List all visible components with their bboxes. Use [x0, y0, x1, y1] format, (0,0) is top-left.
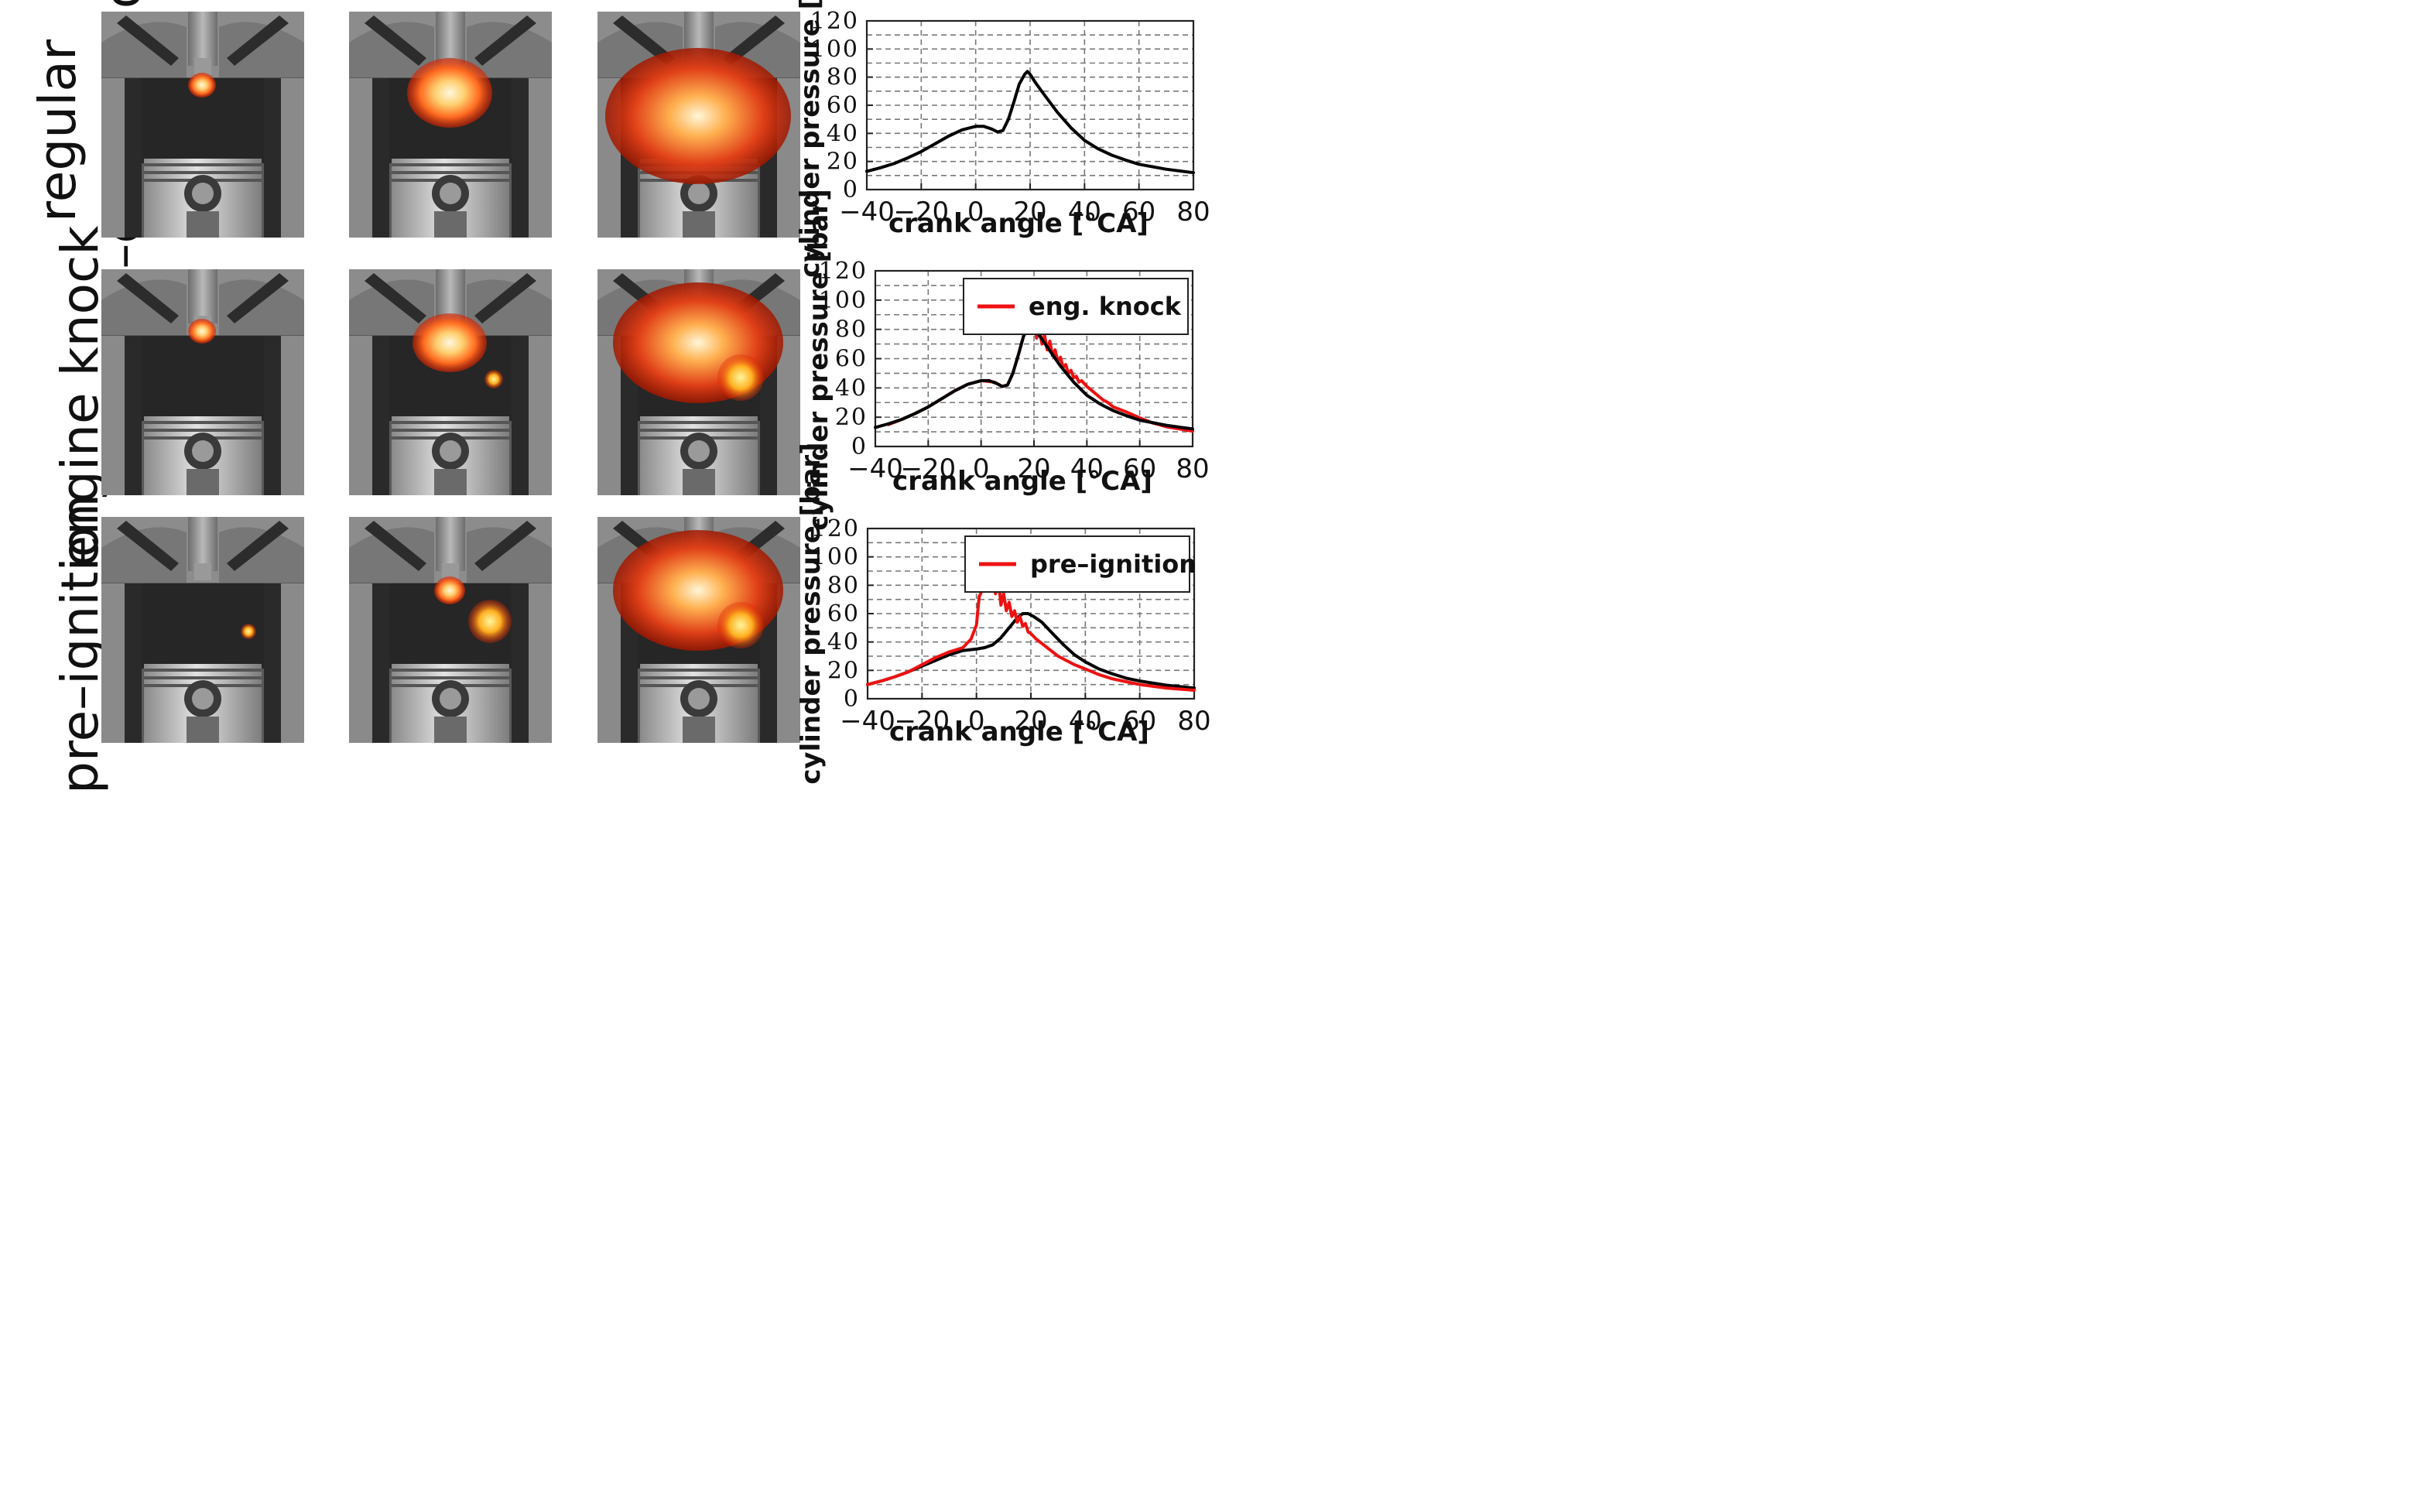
pressure-chart-preignition: −40 −20 0 20 40 60 80 0 20 40 60 80 100 120 crank angl… [796, 443, 2417, 784]
y-tick-label: 60 [827, 92, 859, 119]
engine-cutaway-panel [349, 517, 552, 743]
engine-cutaway-panel [101, 12, 304, 238]
y-tick-label: 20 [827, 149, 859, 176]
y-tick-label: 0 [843, 176, 859, 204]
y-tick-label: 120 [819, 258, 868, 285]
y-tick-label: 40 [835, 375, 868, 402]
x-tick-label: 20 [1013, 197, 1046, 227]
engine-illustration [349, 269, 552, 495]
series-line-reference [865, 70, 1195, 175]
x-tick-label: −20 [900, 453, 956, 484]
series-line-reference [874, 322, 1194, 431]
y-tick-label: 20 [827, 657, 860, 684]
engine-illustration [349, 517, 552, 743]
engine-illustration [101, 517, 304, 743]
x-tick-label: 0 [968, 706, 985, 737]
x-tick-label: 80 [1176, 453, 1209, 484]
x-tick-label: 60 [1122, 197, 1155, 227]
x-tick-label: 0 [973, 453, 990, 484]
legend-label: pre–ignition [1030, 549, 1197, 579]
y-tick-label: 20 [835, 404, 868, 431]
engine-cutaway-panel [101, 269, 304, 495]
y-tick-label: 0 [844, 686, 860, 713]
legend-label: eng. knock [1029, 292, 1182, 321]
y-tick-label: 120 [811, 515, 860, 542]
y-tick-label: 100 [819, 287, 868, 314]
x-axis-label: crank angle [°CA] [888, 208, 1149, 239]
engine-illustration [597, 269, 800, 495]
x-axis-label: crank angle [°CA] [889, 717, 1149, 747]
x-tick-label: 60 [1123, 706, 1156, 737]
x-tick-label: 40 [1068, 197, 1101, 227]
engine-cutaway-panel [349, 12, 552, 238]
y-tick-label: 60 [827, 600, 860, 628]
y-tick-label: 40 [827, 629, 860, 656]
y-tick-label: 80 [835, 316, 868, 344]
x-tick-label: 40 [1069, 706, 1102, 737]
engine-cutaway-panel [349, 269, 552, 495]
engine-illustration [101, 269, 304, 495]
y-tick-label: 40 [827, 120, 859, 147]
engine-illustration [349, 12, 552, 238]
pressure-chart-knock: −40 −20 0 20 40 60 80 0 20 40 60 80 100 120 crank angl… [803, 189, 2417, 530]
x-tick-label: 20 [1014, 706, 1047, 737]
engine-cutaway-panel [597, 12, 800, 238]
engine-cutaway-panel [597, 269, 800, 495]
x-tick-label: 20 [1017, 453, 1050, 484]
series-line-pre-ignition [866, 558, 1196, 692]
x-tick-label: −40 [847, 453, 903, 484]
x-tick-label: −40 [840, 706, 895, 737]
x-tick-label: 0 [967, 197, 984, 227]
x-tick-label: 60 [1123, 453, 1156, 484]
engine-cutaway-panel [597, 517, 800, 743]
x-tick-label: 40 [1070, 453, 1104, 484]
y-axis-label: cylinder pressure [bar] [803, 189, 834, 530]
x-tick-label: 80 [1177, 706, 1210, 737]
y-tick-label: 0 [851, 433, 868, 460]
y-tick-label: 100 [811, 544, 860, 571]
y-tick-label: 80 [827, 572, 860, 599]
pressure-chart-regular: −40 −20 0 20 40 60 80 0 20 40 60 80 100 120 crank angl… [795, 0, 2417, 278]
x-tick-label: 80 [1176, 197, 1210, 227]
y-axis-label: cylinder pressure [bar] [795, 0, 826, 278]
x-axis-label: crank angle [°CA] [892, 466, 1152, 497]
engine-illustration [597, 517, 800, 743]
y-tick-label: 120 [810, 8, 859, 35]
engine-illustration [101, 12, 304, 238]
y-tick-label: 60 [835, 346, 868, 373]
y-tick-label: 80 [827, 64, 859, 91]
x-tick-label: −40 [839, 197, 895, 227]
x-tick-label: −20 [894, 706, 950, 737]
x-tick-label: −20 [893, 197, 949, 227]
y-tick-label: 100 [810, 36, 859, 63]
y-axis-label: cylinder pressure [bar] [796, 443, 827, 784]
engine-cutaway-panel [101, 517, 304, 743]
engine-illustration [597, 12, 800, 238]
